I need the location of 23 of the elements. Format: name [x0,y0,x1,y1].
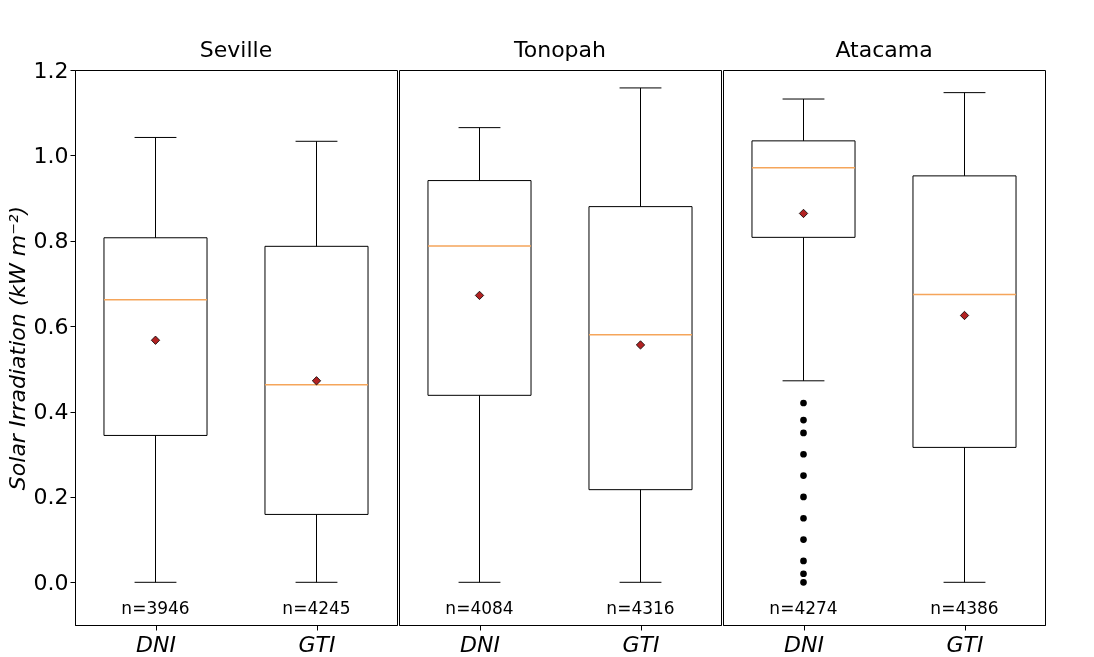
annotation: n=4084 [445,598,514,618]
y-tick-label: 0.2 [33,484,69,510]
annotation: n=3946 [121,598,190,618]
y-tick-label: 0.0 [33,569,69,595]
x-tick-label: DNI [784,631,824,657]
y-axis-title: Solar Irradiation (kW m⁻²) [4,205,30,491]
annotation: n=4245 [282,598,351,618]
x-tick-label: DNI [460,631,500,657]
x-tick-label: GTI [622,631,660,657]
annotation: n=4386 [930,598,999,618]
annotation: n=4316 [606,598,675,618]
annotation: n=4274 [769,598,838,618]
chart-title: Tonopah [513,37,606,62]
y-tick-label: 0.8 [33,228,69,254]
x-tick-label: GTI [298,631,336,657]
y-tick-label: 0.6 [33,313,69,339]
x-tick-label: GTI [946,631,984,657]
y-tick-label: 0.4 [33,399,69,425]
y-tick-label: 1.2 [33,57,69,83]
chart-title: Atacama [835,37,933,62]
x-tick-label: DNI [136,631,176,657]
y-tick-label: 1.0 [33,142,69,168]
chart-title: Seville [199,37,273,62]
